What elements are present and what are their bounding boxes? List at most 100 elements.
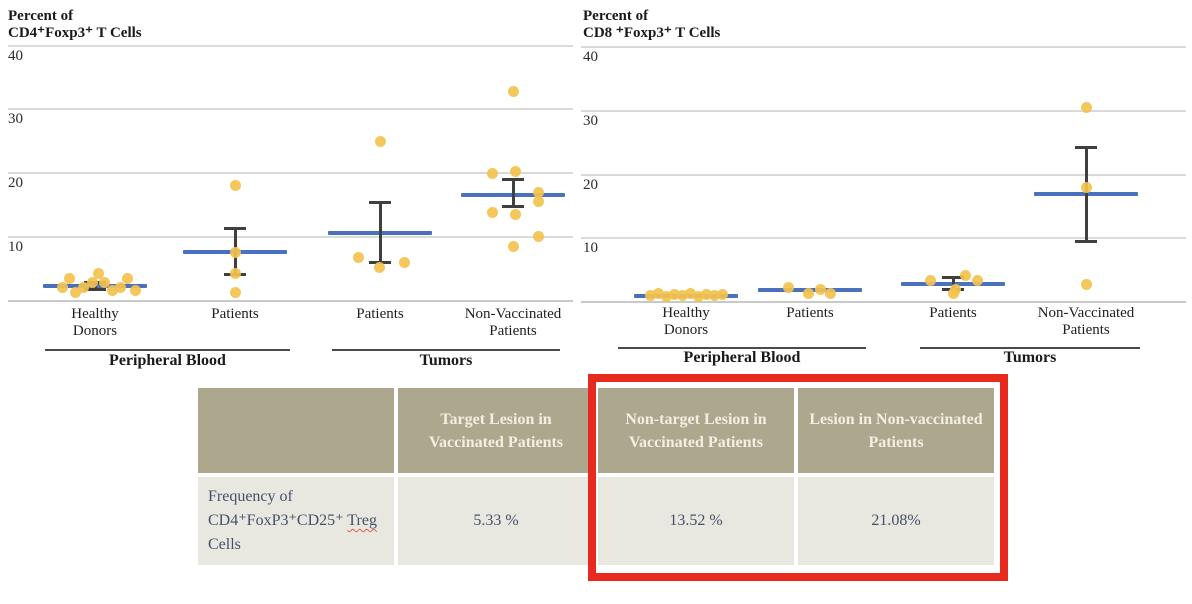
gridline-40 bbox=[581, 46, 1186, 48]
x-axis-baseline bbox=[581, 301, 1186, 303]
data-point bbox=[1080, 278, 1092, 290]
y-tick-10: 10 bbox=[583, 240, 598, 257]
data-point bbox=[532, 195, 544, 207]
x-category-label: Patients bbox=[211, 306, 259, 322]
data-point bbox=[77, 282, 89, 294]
x-category-label: Patients bbox=[929, 305, 977, 321]
x-category-label: Donors bbox=[663, 322, 709, 338]
data-point bbox=[106, 285, 118, 297]
gridline-40 bbox=[8, 44, 573, 47]
y-tick-10: 10 bbox=[8, 238, 23, 255]
section-label: Peripheral Blood bbox=[683, 349, 801, 366]
table-value-nonvaccinated-lesion: 21.08% bbox=[798, 477, 994, 565]
data-point bbox=[229, 287, 241, 299]
data-point bbox=[668, 288, 680, 300]
data-point bbox=[229, 246, 241, 258]
chart-title-line1: Percent of bbox=[583, 8, 649, 24]
data-point bbox=[121, 272, 133, 284]
data-point bbox=[802, 287, 814, 299]
section-divider-line bbox=[618, 347, 866, 349]
x-category-label: Patients bbox=[489, 323, 537, 339]
error-bar-cap-top bbox=[1075, 146, 1097, 150]
data-point bbox=[69, 286, 81, 298]
data-point bbox=[532, 186, 544, 198]
chart-title-line2: CD8 ⁺Foxp3⁺ T Cells bbox=[583, 25, 721, 41]
data-point bbox=[924, 274, 936, 286]
data-point bbox=[644, 290, 656, 302]
data-point bbox=[398, 257, 410, 269]
y-tick-30: 30 bbox=[583, 112, 598, 129]
data-point bbox=[374, 135, 386, 147]
data-point bbox=[352, 252, 364, 264]
data-point bbox=[947, 287, 959, 299]
data-point bbox=[56, 281, 68, 293]
table-row-label: Frequency of CD4⁺FoxP3⁺CD25⁺ Treg Cells bbox=[198, 477, 394, 565]
x-category-label: Non-Vaccinated bbox=[1037, 305, 1135, 321]
section-divider-line bbox=[920, 347, 1140, 349]
data-point bbox=[959, 269, 971, 281]
gridline-10 bbox=[581, 237, 1186, 240]
data-point bbox=[92, 267, 104, 279]
data-point bbox=[692, 290, 704, 302]
gridline-20 bbox=[581, 173, 1186, 176]
data-point bbox=[716, 288, 728, 300]
x-category-label: Healthy bbox=[662, 305, 710, 321]
table-header-nontarget-lesion: Non-target Lesion in Vaccinated Patients bbox=[598, 388, 794, 473]
data-point bbox=[1080, 181, 1092, 193]
y-tick-40: 40 bbox=[8, 47, 23, 64]
data-point bbox=[532, 231, 544, 243]
x-category-label: Patients bbox=[1062, 322, 1110, 338]
error-bar-cap-top bbox=[224, 226, 246, 230]
y-tick-20: 20 bbox=[8, 175, 23, 191]
y-tick-20: 20 bbox=[583, 176, 598, 193]
data-point bbox=[782, 282, 794, 294]
data-point bbox=[129, 285, 141, 297]
x-category-label: Donors bbox=[72, 323, 118, 339]
data-point bbox=[229, 268, 241, 280]
gridline-10 bbox=[8, 235, 573, 238]
error-bar-cap-top bbox=[502, 178, 524, 182]
section-divider-line bbox=[45, 349, 290, 351]
red-highlight-box bbox=[588, 374, 1008, 581]
y-tick-40: 40 bbox=[583, 49, 598, 65]
error-bar-stem bbox=[1084, 147, 1088, 243]
section-divider-line bbox=[332, 349, 560, 351]
row-label-text: Frequency of CD4⁺FoxP3⁺CD25⁺ bbox=[208, 488, 348, 529]
data-point bbox=[708, 290, 720, 302]
data-point bbox=[652, 288, 664, 300]
error-bar-cap-top bbox=[942, 276, 964, 280]
gridline-30 bbox=[581, 109, 1186, 112]
error-bar-stem bbox=[951, 277, 955, 290]
data-point bbox=[486, 207, 498, 219]
data-point bbox=[486, 167, 498, 179]
data-point bbox=[1080, 102, 1092, 114]
data-point bbox=[86, 276, 98, 288]
x-category-label: Non-Vaccinated bbox=[464, 306, 562, 322]
treg-frequency-table: Target Lesion in Vaccinated Patients Non… bbox=[198, 388, 994, 565]
error-bar-cap-bottom bbox=[502, 204, 524, 208]
data-point bbox=[229, 180, 241, 192]
data-point bbox=[824, 287, 836, 299]
section-label: Tumors bbox=[419, 352, 473, 369]
data-point bbox=[509, 208, 521, 220]
data-point bbox=[660, 290, 672, 302]
section-label: Tumors bbox=[1003, 349, 1057, 366]
table-value-nontarget-lesion: 13.52 % bbox=[598, 477, 794, 565]
table-header-nonvaccinated-lesion: Lesion in Non-vaccinated Patients bbox=[798, 388, 994, 473]
row-label-treg-misspelling: Treg bbox=[347, 512, 377, 529]
data-point bbox=[114, 282, 126, 294]
chart-title-line1: Percent of bbox=[8, 8, 74, 24]
gridline-20 bbox=[8, 172, 573, 174]
table-header-empty bbox=[198, 388, 394, 473]
data-point bbox=[98, 277, 110, 289]
table-header-target-lesion: Target Lesion in Vaccinated Patients bbox=[398, 388, 594, 473]
data-point bbox=[509, 166, 521, 178]
data-point bbox=[700, 289, 712, 301]
data-point bbox=[507, 241, 519, 253]
error-bar-cap-top bbox=[369, 200, 391, 204]
error-bar-stem bbox=[511, 179, 515, 207]
chart-title-line2: CD4⁺Foxp3⁺ T Cells bbox=[8, 25, 142, 41]
row-label-tail: Cells bbox=[208, 536, 241, 553]
error-bar-cap-bottom bbox=[369, 260, 391, 264]
